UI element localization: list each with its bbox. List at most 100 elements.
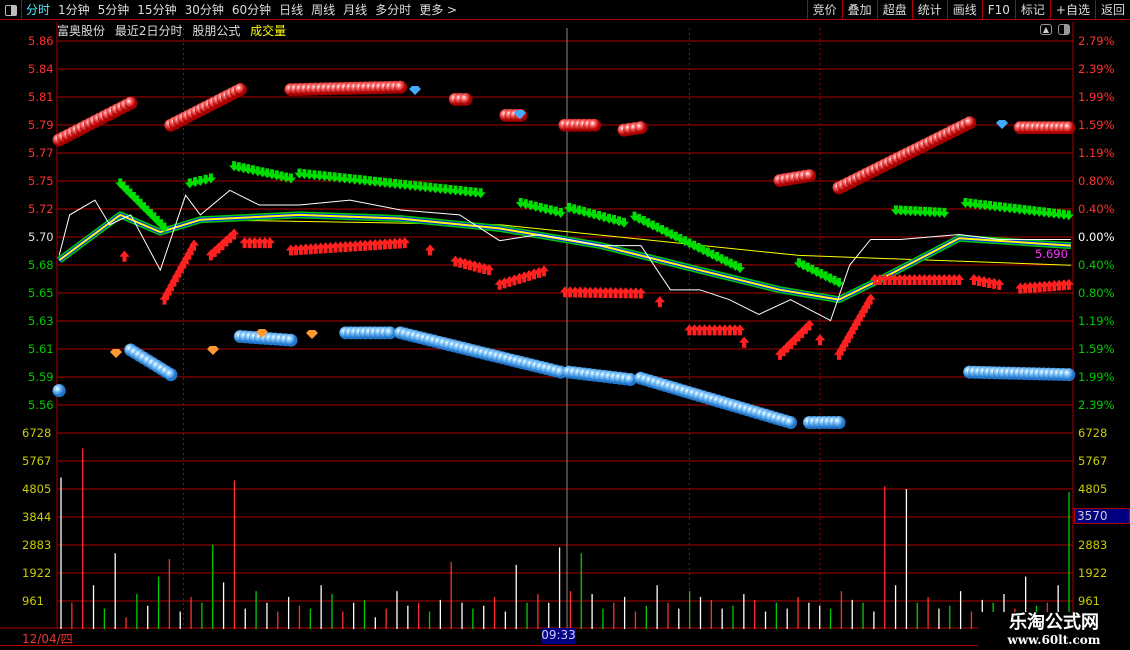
- price-tick-label: 5.75: [28, 174, 54, 188]
- red-up-arrow-icon: [174, 266, 185, 278]
- green-down-arrow-icon: [415, 181, 426, 192]
- red-up-arrow-icon: [949, 273, 960, 285]
- red-up-arrow-icon: [860, 302, 871, 314]
- chart-controls: ▲: [1040, 24, 1070, 35]
- panel-toggle-icon[interactable]: [1058, 24, 1070, 35]
- period-tab[interactable]: 15分钟: [137, 3, 177, 17]
- period-tab[interactable]: 分时: [26, 3, 51, 17]
- period-tab[interactable]: 更多 >: [419, 3, 458, 17]
- red-up-arrow-icon: [365, 239, 376, 251]
- toolbar-button[interactable]: 竞价: [806, 0, 842, 20]
- green-down-arrow-icon: [285, 173, 296, 184]
- toolbar-button[interactable]: 统计: [911, 0, 947, 20]
- price-tick-label: 5.56: [28, 398, 54, 412]
- percent-tick-label: 1.59%: [1078, 118, 1115, 132]
- period-tab[interactable]: 60分钟: [231, 3, 272, 17]
- blue-ball-icon: [832, 416, 846, 430]
- green-down-arrow-icon: [252, 166, 263, 177]
- toolbar-button[interactable]: 标记: [1014, 0, 1050, 20]
- green-down-arrow-icon: [579, 206, 590, 217]
- red-up-arrow-icon: [884, 273, 895, 285]
- green-down-arrow-icon: [725, 258, 736, 269]
- green-down-arrow-icon: [152, 215, 163, 226]
- green-down-arrow-icon: [184, 178, 195, 189]
- red-up-arrow-icon: [843, 331, 854, 343]
- period-tab[interactable]: 周线: [311, 3, 336, 17]
- period-tab[interactable]: 30分钟: [184, 3, 224, 17]
- red-up-arrow-icon: [654, 296, 665, 308]
- indicator-name[interactable]: 成交量: [250, 24, 287, 38]
- green-down-arrow-icon: [634, 213, 645, 224]
- period-tab[interactable]: 5分钟: [97, 3, 130, 17]
- period-tab[interactable]: 日线: [279, 3, 304, 17]
- volume-tick-label-right: 4805: [1078, 482, 1107, 496]
- price-tick-label: 5.59: [28, 370, 54, 384]
- red-up-arrow-icon: [469, 260, 480, 272]
- red-up-arrow-icon: [851, 319, 862, 331]
- red-up-arrow-icon: [217, 238, 228, 250]
- period-tab[interactable]: 多分时: [375, 3, 412, 17]
- cursor-date-label: 12/04/四: [22, 632, 73, 646]
- diamond-icon: [207, 346, 219, 355]
- price-tick-label: 5.84: [28, 62, 54, 76]
- toolbar-button[interactable]: 返回: [1094, 0, 1130, 20]
- percent-tick-label: 1.19%: [1078, 146, 1115, 160]
- red-up-arrow-icon: [630, 287, 641, 299]
- volume-tick-label: 961: [22, 594, 44, 608]
- red-up-arrow-icon: [320, 242, 331, 254]
- red-up-arrow-icon: [310, 242, 321, 254]
- average-price-line: [58, 213, 1071, 301]
- toolbar-button[interactable]: +自选: [1049, 0, 1095, 20]
- red-ball-icon: [588, 118, 602, 132]
- red-up-arrow-icon: [786, 337, 797, 349]
- red-ball-icon: [124, 96, 138, 110]
- green-down-arrow-icon: [614, 216, 625, 227]
- toolbar-button[interactable]: 叠加: [841, 0, 877, 20]
- green-down-arrow-icon: [807, 264, 818, 275]
- green-down-arrow-icon: [385, 178, 396, 189]
- green-down-arrow-icon: [939, 207, 950, 218]
- red-up-arrow-icon: [610, 287, 621, 299]
- red-up-arrow-icon: [484, 264, 495, 276]
- green-down-arrow-icon: [1029, 206, 1040, 217]
- period-tab[interactable]: 月线: [343, 3, 368, 17]
- green-down-arrow-icon: [380, 177, 391, 188]
- green-down-arrow-icon: [309, 170, 320, 181]
- red-up-arrow-icon: [450, 255, 461, 267]
- percent-tick-label: 2.39%: [1078, 62, 1115, 76]
- toolbar-button[interactable]: 画线: [946, 0, 982, 20]
- green-down-arrow-icon: [657, 225, 668, 236]
- red-up-arrow-icon: [590, 286, 601, 298]
- red-up-arrow-icon: [815, 334, 826, 346]
- red-up-arrow-icon: [514, 272, 525, 284]
- period-tab[interactable]: 1分钟: [58, 3, 90, 17]
- red-up-arrow-icon: [939, 273, 950, 285]
- green-down-arrow-icon: [1053, 209, 1064, 220]
- red-up-arrow-icon: [225, 232, 236, 244]
- green-down-arrow-icon: [574, 205, 585, 216]
- red-up-arrow-icon: [399, 237, 410, 249]
- red-up-arrow-icon: [924, 273, 935, 285]
- sidebar-toggle-button[interactable]: [0, 0, 22, 20]
- green-down-arrow-icon: [450, 185, 461, 196]
- red-up-arrow-icon: [254, 237, 265, 249]
- toolbar-button[interactable]: 超盘: [876, 0, 912, 20]
- red-up-arrow-icon: [455, 256, 466, 268]
- green-down-arrow-icon: [994, 202, 1005, 213]
- green-down-arrow-icon: [924, 207, 935, 218]
- red-up-arrow-icon: [838, 340, 849, 352]
- red-up-arrow-icon: [205, 249, 216, 261]
- up-arrow-icon[interactable]: ▲: [1040, 24, 1052, 35]
- green-down-arrow-icon: [594, 211, 605, 222]
- volume-tick-label-right: 6728: [1078, 426, 1107, 440]
- diamond-icon: [110, 349, 122, 358]
- formula-name: 股朋公式: [192, 24, 241, 38]
- green-down-arrow-icon: [545, 205, 556, 216]
- green-down-arrow-icon: [990, 201, 1001, 212]
- green-down-arrow-icon: [205, 173, 216, 184]
- toolbar-button[interactable]: F10: [981, 0, 1015, 20]
- green-down-arrow-icon: [793, 258, 804, 269]
- red-ball-icon: [233, 83, 247, 97]
- red-up-arrow-icon: [464, 259, 475, 271]
